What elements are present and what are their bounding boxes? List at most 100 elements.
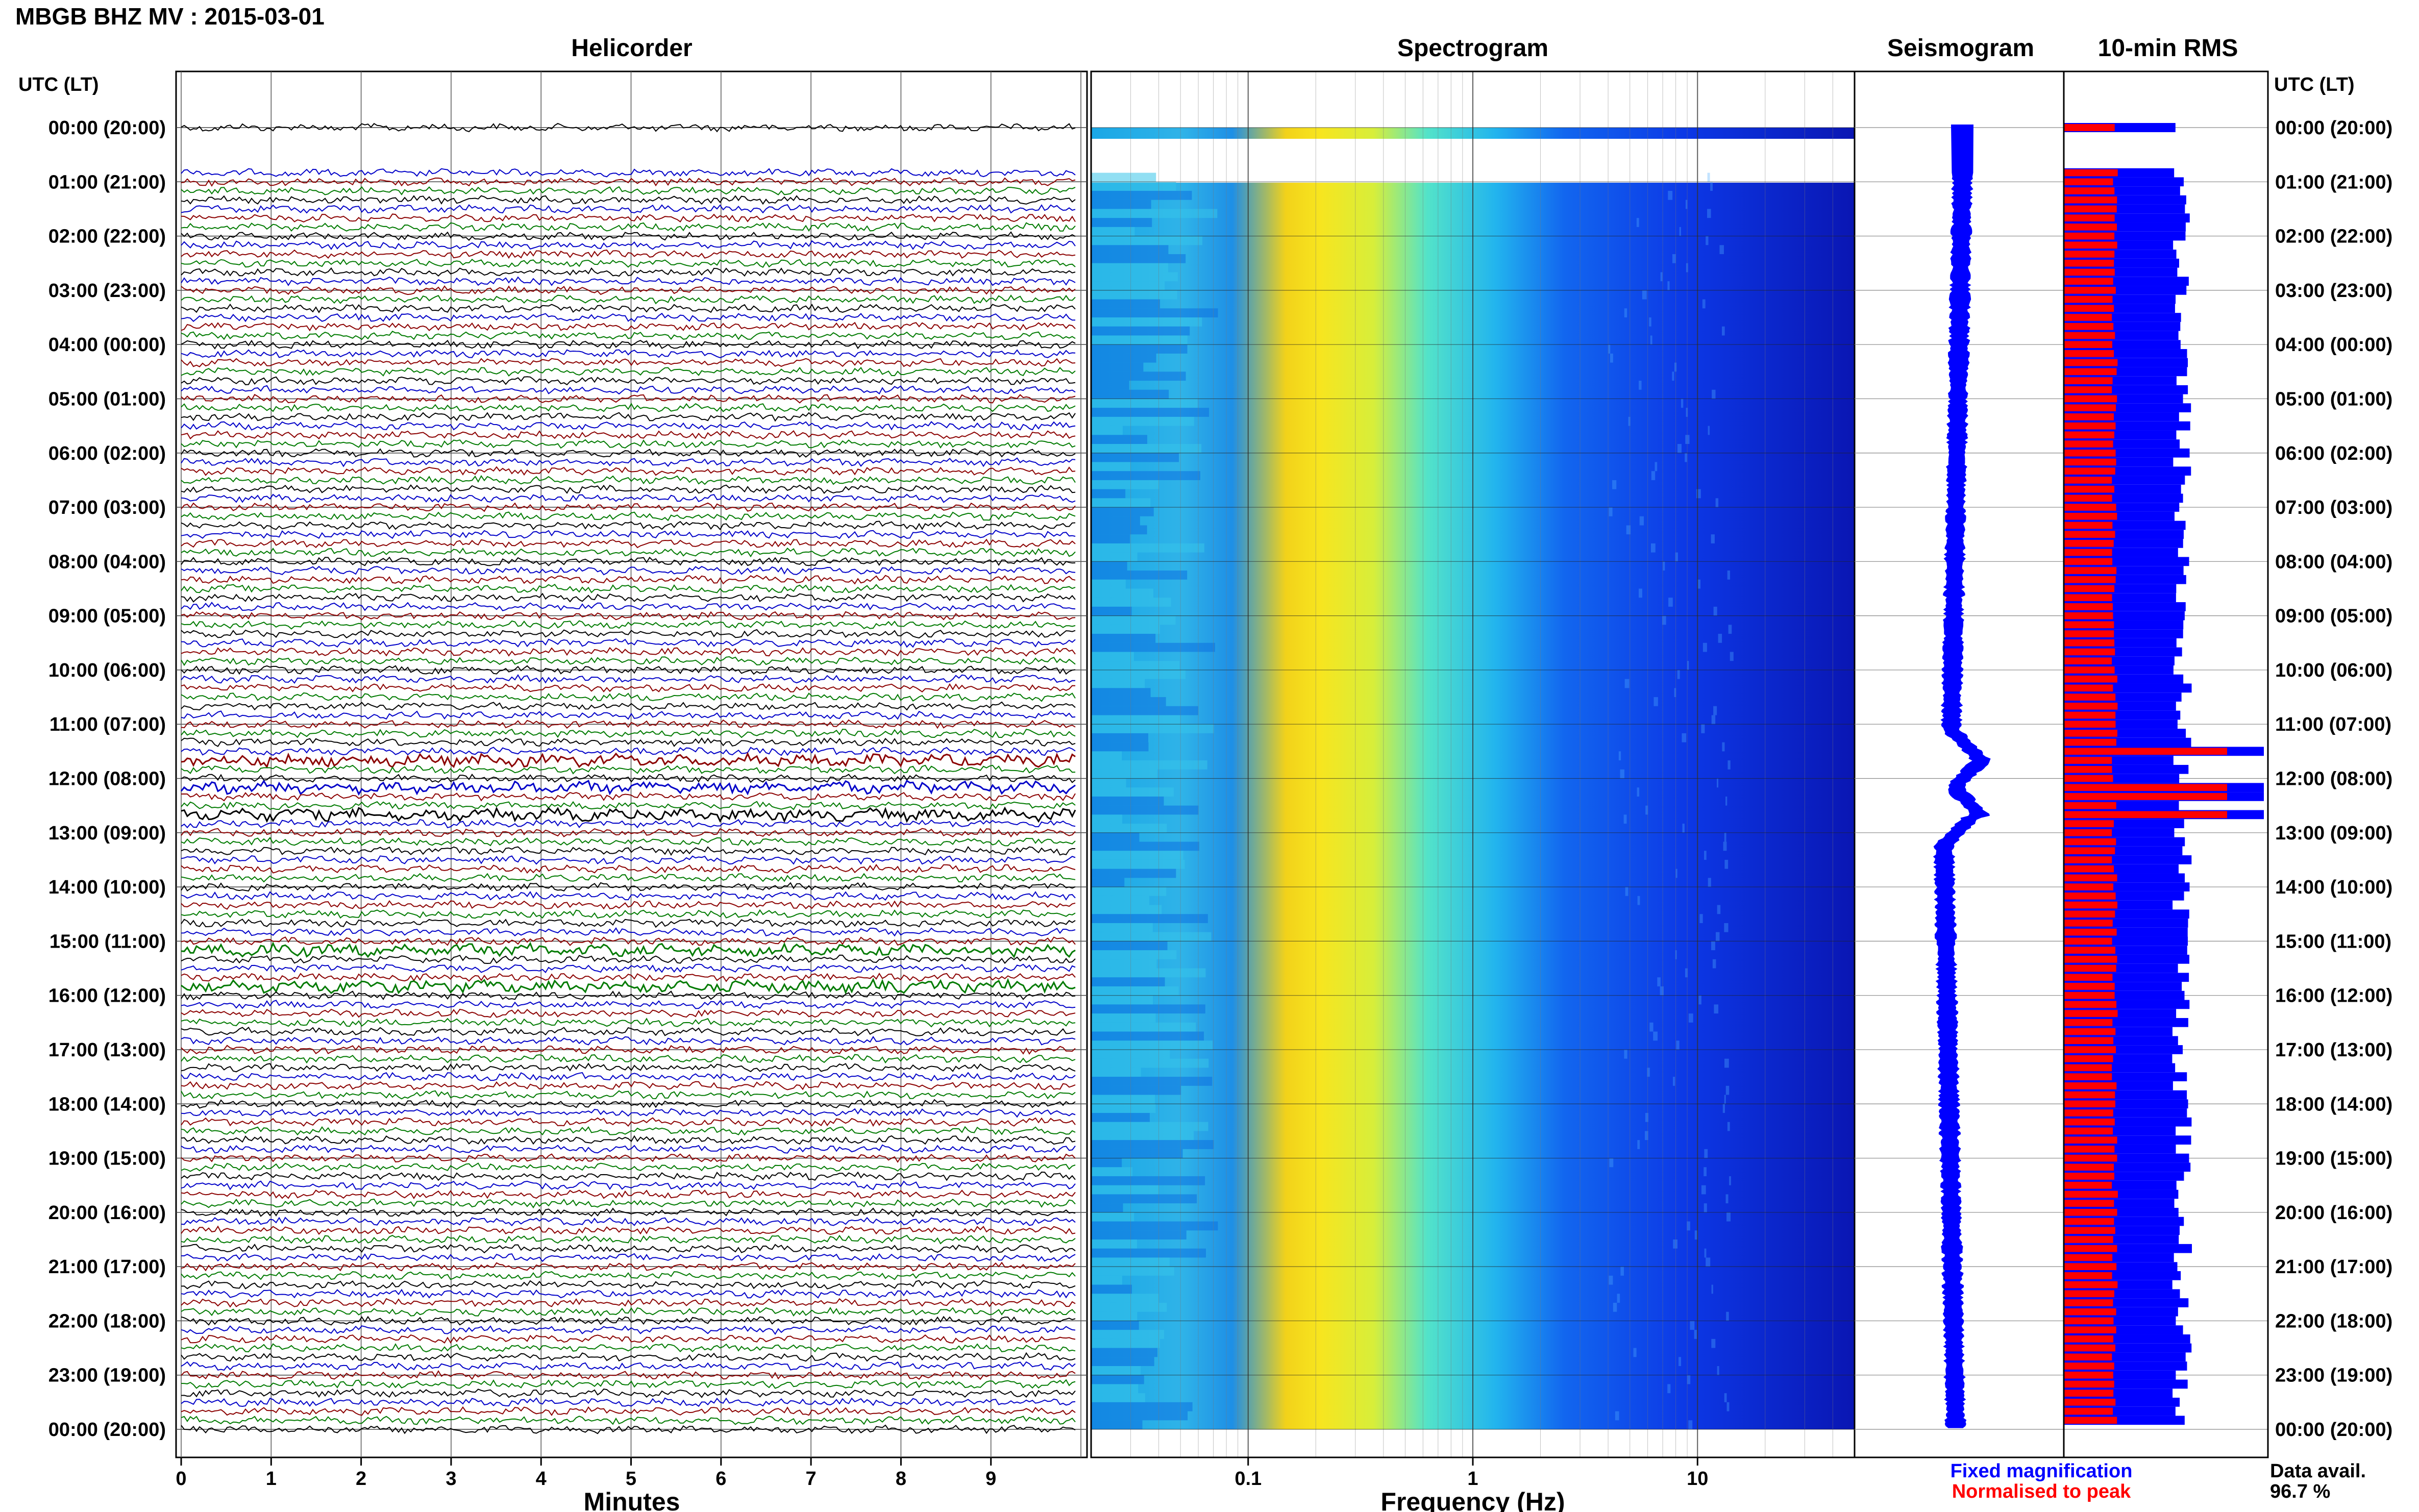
- rms-title: 10-min RMS: [2098, 35, 2238, 62]
- spectrogram-low-frequency-band: [1091, 1411, 1188, 1421]
- rms-normalised-bar: [2064, 295, 2113, 303]
- spectrogram-high-frequency-streak: [1624, 1049, 1627, 1059]
- spectrogram-low-frequency-band: [1091, 1267, 1174, 1276]
- spectrogram-high-frequency-streak: [1724, 1095, 1726, 1104]
- spectrogram-x-tick-label: 0.1: [1235, 1468, 1262, 1490]
- hour-label-left: 11:00 (07:00): [50, 714, 166, 735]
- helicorder-panel: 0 1 2 3 4 5 6 7 8 9 Minutes: [175, 70, 1088, 1512]
- spectrogram-low-frequency-band: [1091, 335, 1188, 345]
- hour-label-left: 08:00 (04:00): [48, 551, 166, 573]
- spectrogram-low-frequency-band: [1091, 389, 1169, 399]
- spectrogram-high-frequency-streak: [1672, 254, 1676, 263]
- helicorder-trace-line: [181, 1099, 1076, 1109]
- spectrogram-low-frequency-band: [1091, 878, 1125, 887]
- spectrogram-high-frequency-streak: [1617, 1294, 1620, 1303]
- spectrogram-low-frequency-band: [1091, 1239, 1137, 1249]
- spectrogram-low-frequency-band: [1091, 218, 1152, 227]
- helicorder-trace-line: [181, 565, 1076, 576]
- spectrogram-high-frequency-streak: [1726, 1402, 1730, 1411]
- helicorder-trace-line: [181, 629, 1076, 639]
- spectrogram-low-frequency-band: [1091, 254, 1186, 263]
- spectrogram-low-frequency-band: [1091, 263, 1169, 272]
- rms-normalised-bar: [2064, 1417, 2117, 1424]
- helicorder-x-tick-label: 9: [985, 1468, 996, 1490]
- hour-label-right: 19:00 (15:00): [2275, 1148, 2392, 1170]
- helicorder-trace-line: [181, 710, 1076, 720]
- rms-normalised-bar: [2064, 1200, 2114, 1207]
- spectrogram-x-label: Frequency (Hz): [1380, 1488, 1565, 1512]
- helicorder-trace-line: [181, 511, 1076, 522]
- rms-normalised-bar: [2064, 1100, 2115, 1108]
- helicorder-trace-line: [181, 231, 1076, 241]
- figure-title: MBGB BHZ MV : 2015-03-01: [15, 3, 325, 30]
- spectrogram-low-frequency-band: [1091, 1294, 1159, 1303]
- helicorder-trace-line: [181, 647, 1076, 657]
- helicorder-trace-line: [181, 222, 1076, 232]
- rms-normalised-bar: [2064, 748, 2227, 755]
- hour-label-right: 04:00 (00:00): [2275, 334, 2392, 356]
- spectrogram-low-frequency-band: [1091, 1167, 1132, 1176]
- rms-normalised-bar: [2064, 467, 2115, 475]
- spectrogram-low-frequency-band: [1091, 914, 1208, 923]
- helicorder-trace-line: [181, 303, 1076, 314]
- rms-normalised-bar: [2064, 1127, 2113, 1135]
- rms-normalised-bar: [2064, 540, 2114, 547]
- rms-normalised-bar: [2064, 983, 2115, 990]
- spectrogram-low-frequency-band: [1091, 1140, 1214, 1149]
- helicorder-trace-line: [181, 122, 1076, 133]
- hour-label-right: 18:00 (14:00): [2275, 1094, 2392, 1115]
- spectrogram-high-frequency-streak: [1728, 625, 1732, 634]
- spectrogram-high-frequency-streak: [1633, 1348, 1637, 1357]
- spectrogram-low-frequency-band: [1091, 1194, 1197, 1204]
- spectrogram-high-frequency-streak: [1698, 995, 1701, 1005]
- rms-normalised-bar: [2064, 1010, 2118, 1017]
- spectrogram-high-frequency-streak: [1723, 841, 1727, 851]
- rms-normalised-bar: [2064, 1173, 2114, 1180]
- rms-normalised-bar: [2064, 1082, 2117, 1089]
- spectrogram-high-frequency-streak: [1653, 1031, 1658, 1041]
- helicorder-trace-line: [181, 819, 1076, 829]
- rms-normalised-bar: [2064, 784, 2227, 791]
- spectrogram-low-frequency-band: [1091, 1384, 1139, 1394]
- spectrogram-low-frequency-band: [1091, 688, 1151, 698]
- spectrogram-high-frequency-streak: [1722, 326, 1725, 336]
- helicorder-trace-line: [181, 1153, 1076, 1163]
- spectrogram-high-frequency-streak: [1685, 453, 1687, 462]
- rms-normalised-bar: [2064, 422, 2116, 430]
- helicorder-trace-line: [181, 575, 1076, 585]
- rms-normalised-bar: [2064, 1001, 2117, 1008]
- helicorder-trace-line: [181, 493, 1076, 503]
- helicorder-trace-line: [181, 1108, 1076, 1118]
- rms-normalised-bar: [2064, 377, 2113, 384]
- hour-label-right: 02:00 (22:00): [2275, 226, 2392, 247]
- spectrogram-high-frequency-streak: [1613, 1302, 1617, 1312]
- spectrogram-low-frequency-band: [1091, 1004, 1205, 1014]
- spectrogram-high-frequency-streak: [1701, 1185, 1706, 1195]
- spectrogram-high-frequency-streak: [1637, 896, 1640, 905]
- spectrogram-low-frequency-band: [1091, 272, 1178, 282]
- rms-normalised-bar: [2064, 838, 2116, 846]
- hour-label-right: 15:00 (11:00): [2275, 931, 2391, 952]
- spectrogram-low-frequency-band: [1091, 742, 1149, 752]
- spectrogram-low-frequency-band: [1091, 1077, 1213, 1086]
- rms-normalised-bar: [2064, 829, 2112, 836]
- spectrogram-high-frequency-streak: [1716, 778, 1719, 788]
- spectrogram-low-frequency-band: [1091, 598, 1171, 607]
- helicorder-x-tick-label: 1: [266, 1468, 277, 1490]
- rms-bars: [2064, 123, 2264, 1425]
- rms-normalised-bar: [2064, 404, 2116, 412]
- spectrogram-high-frequency-streak: [1724, 923, 1729, 932]
- spectrogram-low-frequency-band: [1091, 281, 1165, 290]
- helicorder-trace-line: [181, 1090, 1076, 1100]
- helicorder-trace-line: [181, 1406, 1076, 1417]
- spectrogram-high-frequency-streak: [1712, 389, 1716, 399]
- spectrogram-low-frequency-band: [1091, 851, 1183, 860]
- spectrogram-low-frequency-band: [1091, 932, 1212, 941]
- spectrogram-high-frequency-streak: [1639, 381, 1642, 390]
- helicorder-trace-line: [181, 900, 1076, 910]
- rms-normalised-bar: [2064, 323, 2114, 330]
- hour-label-right: 11:00 (07:00): [2275, 714, 2391, 735]
- seismogram-panel: [1854, 70, 2065, 1458]
- spectrogram-x-tick-label: 10: [1687, 1468, 1708, 1490]
- rms-normalised-bar: [2064, 350, 2114, 357]
